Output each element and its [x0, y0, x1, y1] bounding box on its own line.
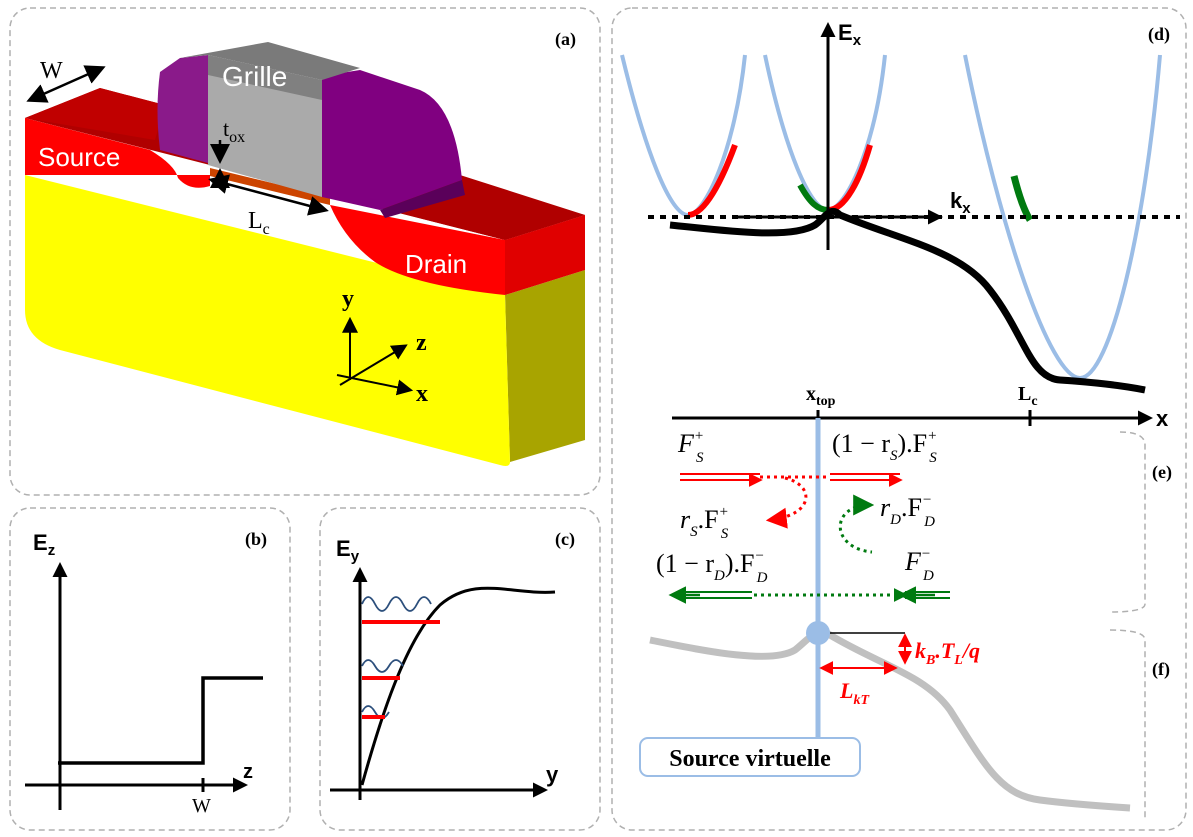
panel-c-label: (c) — [555, 529, 575, 550]
panel-a-frame — [9, 7, 601, 496]
tox-label: tox — [223, 116, 245, 146]
band-parabola-left — [620, 54, 747, 218]
width-arrow — [26, 65, 106, 103]
panel-b-x-label: z — [243, 761, 253, 783]
flux-transmitted-drain: (1 − rD).F− D — [656, 548, 768, 586]
mosfet-device — [25, 42, 585, 466]
panel-b-y-label: Ez — [33, 530, 55, 559]
panel-d-plot — [620, 22, 1180, 426]
panel-f-bracket — [1109, 629, 1146, 820]
panel-d-label: (d) — [1148, 24, 1170, 45]
substrate-side — [505, 270, 585, 462]
wavefunction-2 — [361, 659, 404, 673]
panel-b-profile — [58, 676, 263, 765]
panel-d-frame — [611, 7, 1187, 831]
panel-f-plot — [649, 621, 1131, 812]
panel-c-x-label: y — [546, 762, 559, 787]
panel-d-x-label: x — [1156, 406, 1169, 431]
gate-label: Grille — [222, 61, 287, 92]
kbt-label: kB.TL/q — [915, 638, 980, 668]
flux-reflected-drain: rD.F− D — [880, 492, 935, 530]
lc-arrow — [208, 174, 329, 216]
drain-label: Drain — [405, 249, 467, 279]
lc-label: Lc — [248, 208, 270, 238]
wavefunction-1 — [361, 596, 432, 612]
panel-e-bracket — [1109, 431, 1146, 613]
lkt-label: LkT — [839, 678, 870, 708]
virtual-source-label: Source virtuelle — [669, 746, 831, 772]
barrier-top-marker — [806, 621, 830, 645]
substrate-front — [25, 175, 510, 466]
drain-side — [505, 215, 585, 295]
width-label: W — [40, 58, 63, 84]
panel-b-tick-label: W — [192, 795, 211, 817]
axis-y-label: y — [342, 286, 354, 312]
drain-region — [330, 205, 505, 295]
device-axes — [336, 316, 414, 396]
flux-arrows — [668, 473, 950, 604]
axis-x-label: x — [416, 381, 428, 407]
panel-f-label: (f) — [1152, 659, 1170, 680]
source-top — [25, 88, 165, 140]
band-backscatter-right — [1010, 175, 1034, 222]
band-profile — [669, 207, 1146, 394]
panel-b-plot — [25, 562, 263, 810]
flux-fs-plus: F+ S — [677, 428, 704, 466]
panel-d-lc-label: Lc — [1018, 383, 1038, 409]
panel-c-frame — [319, 507, 601, 831]
gate-top — [180, 42, 360, 80]
panel-c-y-label: Ey — [336, 536, 360, 565]
axis-z-label: z — [416, 330, 427, 356]
panel-c-potential — [360, 586, 556, 786]
xtop-label: xtop — [806, 383, 836, 409]
flux-transmitted-source: (1 − rS).F+ S — [832, 428, 937, 466]
panel-d-k-label: kx — [950, 188, 971, 217]
flux-fd-minus: F− D — [904, 546, 934, 584]
flux-reflected-source: rS.F+ S — [680, 504, 729, 542]
barrier-profile — [649, 628, 1131, 812]
panel-d-e-label: Ex — [838, 20, 862, 49]
panel-b-label: (b) — [245, 529, 267, 550]
source-label: Source — [38, 142, 120, 172]
band-backscatter-top — [797, 183, 829, 213]
panel-c-plot — [330, 567, 556, 800]
spacer-left — [157, 55, 208, 163]
panel-b-frame — [9, 507, 291, 831]
source-region — [25, 118, 210, 188]
spacer-right — [322, 70, 462, 210]
band-parabola-top — [763, 54, 887, 213]
virtual-source-box — [639, 737, 861, 777]
panel-e-label: (e) — [1152, 462, 1172, 483]
panel-a-label: (a) — [555, 29, 576, 50]
band-occupied-left — [687, 143, 738, 218]
